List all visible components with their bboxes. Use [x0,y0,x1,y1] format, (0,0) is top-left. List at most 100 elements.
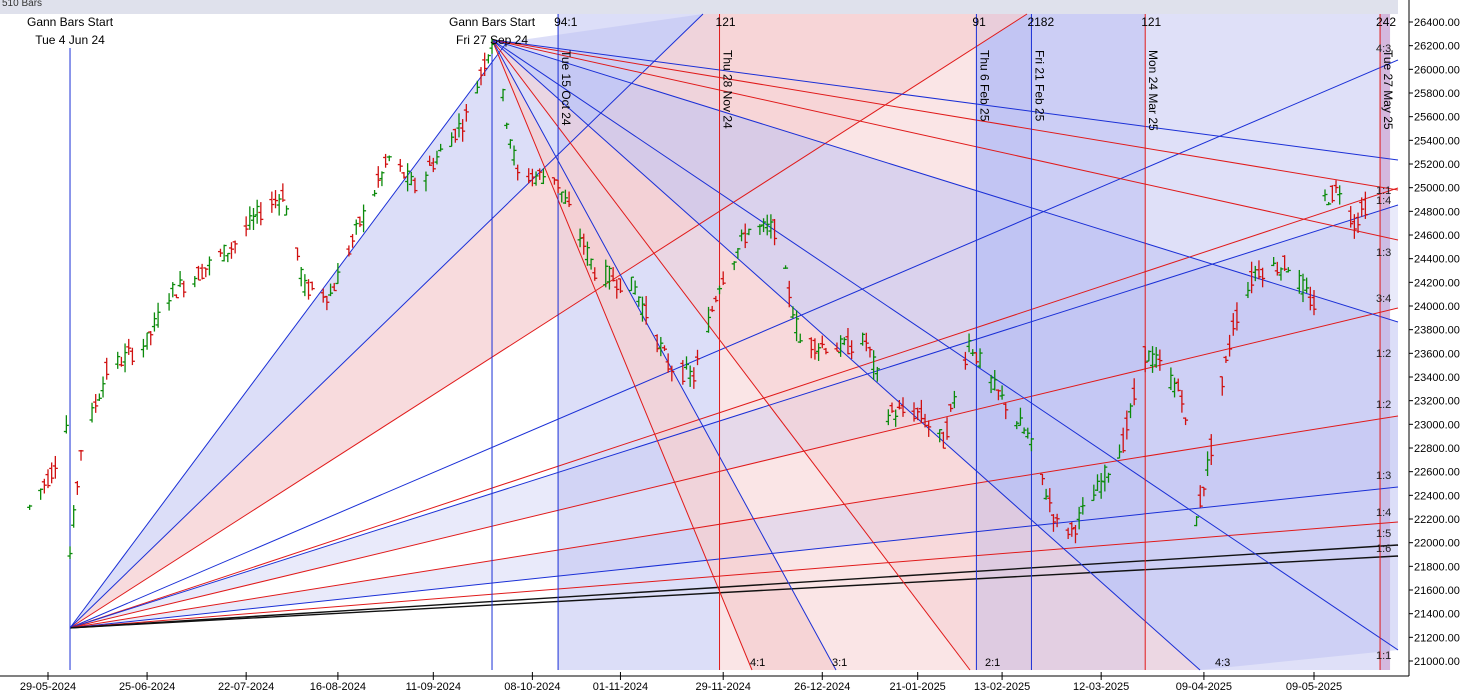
price-bar [1117,444,1123,459]
price-bar [537,168,543,180]
price-bar [823,347,829,355]
price-bar [1131,378,1137,406]
price-bar [1223,355,1229,363]
price-bar [794,310,800,342]
price-tick-label-24: 21600.00 [1414,585,1460,597]
price-bar [592,267,598,281]
price-bar [243,216,249,237]
price-bar [1106,472,1112,483]
price-tick-label-20: 22400.00 [1414,490,1460,502]
price-bar [258,202,264,226]
price-bar [1194,516,1200,527]
price-bar [863,332,869,352]
price-bar [353,219,359,235]
price-bar [1157,349,1163,371]
price-bar [540,168,546,185]
price-bar [783,265,789,269]
price-bar [658,336,664,357]
price-bar [273,190,279,209]
price-tick-label-1: 26200.00 [1414,41,1460,53]
price-bar [628,276,634,292]
date-tick-label-9: 21-01-2025 [890,681,946,692]
price-bar [1230,313,1236,336]
price-bar [250,207,256,230]
price-bar [155,302,161,328]
date-tick-label-12: 09-04-2025 [1176,681,1232,692]
price-bar [195,265,201,281]
marker-date-2: Tue 15 Oct 24 [559,50,573,126]
date-tick-label-11: 12-03-2025 [1073,681,1129,692]
price-bar [206,256,212,276]
price-bar [720,271,726,286]
price-bar [122,343,128,373]
price-bar [500,88,506,102]
marker-date-0: Tue 4 Jun 24 [35,33,105,47]
gann-fan-line-high-3 [491,39,1201,671]
price-bar [1197,485,1203,508]
price-bar [713,295,719,303]
price-bar [533,171,539,186]
price-bar [306,279,312,300]
price-bar [269,191,275,213]
price-bar [1219,376,1225,396]
price-bar [566,191,572,208]
price-bar [871,350,877,380]
price-bar [1274,261,1280,276]
price-bar [581,233,587,255]
price-bar [1208,434,1214,466]
price-bar [819,335,825,349]
price-bar [1256,260,1262,280]
price-bar [254,199,260,224]
right-angle-label-6: 1:2 [1376,399,1391,411]
price-bar [27,504,33,510]
price-bar [485,54,491,64]
date-tick-label-10: 13-02-2025 [974,681,1030,692]
price-bar [225,252,231,263]
price-bar [482,52,488,77]
price-bar [504,122,510,129]
price-bar [1142,346,1148,373]
price-bar [276,194,282,216]
price-bar [1355,212,1361,233]
price-bar [328,283,334,297]
marker-title-0: Gann Bars Start [27,15,114,29]
price-bar [632,280,638,295]
price-bar [1322,189,1328,202]
price-bar [988,374,994,394]
gann-fan-line-high-8 [491,39,1399,161]
price-bar [1021,427,1027,435]
date-tick-label-5: 08-10-2024 [504,681,560,692]
price-bar [742,223,748,249]
date-tick-label-0: 29-05-2024 [20,681,76,692]
price-bar [812,338,818,360]
price-bar [849,340,855,360]
price-bar [401,171,407,179]
price-bar [232,240,238,254]
marker-count-2: 94:1 [554,15,578,29]
price-bar [1043,488,1049,500]
price-tick-label-17: 23000.00 [1414,419,1460,431]
price-bar [460,119,466,142]
price-bar [761,218,767,233]
gann-fan-line-low-0 [69,13,1028,629]
date-tick-label-4: 11-09-2024 [406,681,461,692]
price-tick-label-2: 26000.00 [1414,64,1460,76]
price-bar [816,343,822,361]
price-tick-label-12: 24000.00 [1414,301,1460,313]
price-bar [228,242,234,259]
price-bar [324,295,330,311]
marker-date-6: Mon 24 Mar 25 [1146,50,1160,131]
price-bar [555,179,561,194]
price-bar [386,155,392,162]
price-bar [181,280,187,298]
price-bar [295,247,301,261]
gann-fan-line-high-1 [491,39,837,671]
price-bar [478,67,484,86]
price-bar [680,360,686,385]
price-bar [1017,407,1023,427]
price-bar [808,337,814,359]
price-bar [515,164,521,181]
price-bar [438,143,444,152]
price-bar [361,204,367,233]
price-bar [298,267,304,287]
